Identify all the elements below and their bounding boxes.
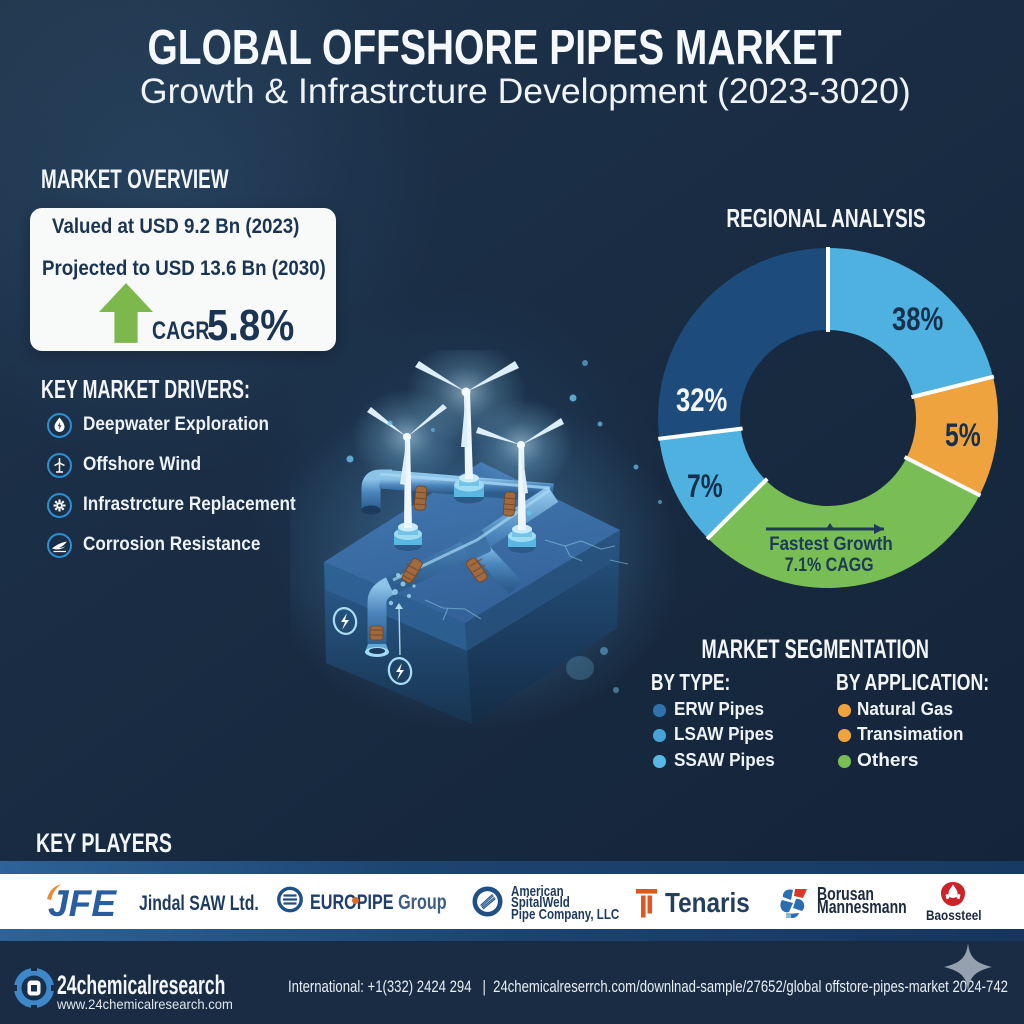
svg-text:JFE: JFE <box>48 883 117 923</box>
